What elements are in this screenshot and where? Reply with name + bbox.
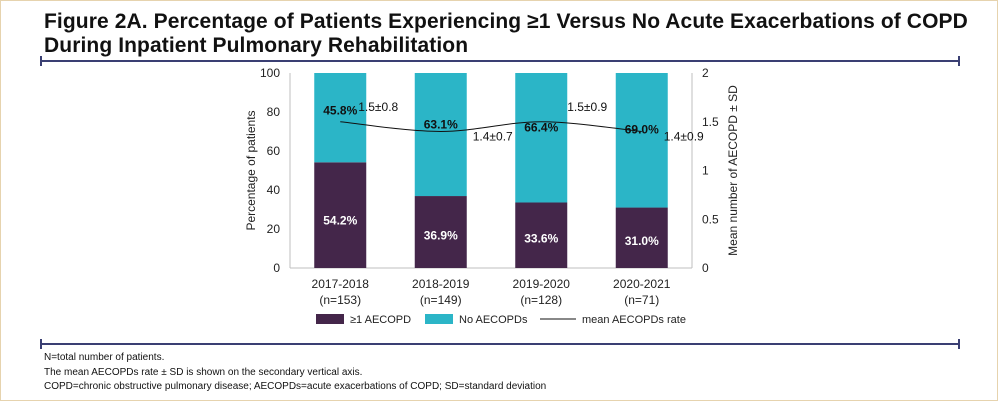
y2-axis-title: Mean number of AECOPD ± SD bbox=[726, 85, 740, 256]
x-tick-label: 2017-2018 bbox=[312, 277, 370, 291]
figure-title-line-1: Figure 2A. Percentage of Patients Experi… bbox=[44, 10, 968, 33]
legend-label-aecopd: ≥1 AECOPD bbox=[350, 314, 411, 326]
bar-aecopd bbox=[515, 202, 568, 268]
line-data-label: 1.5±0.8 bbox=[358, 100, 398, 114]
legend-swatch-no-aecopd bbox=[425, 314, 453, 324]
x-tick-label: 2020-2021 bbox=[613, 277, 671, 291]
bar-no-aecopd bbox=[314, 73, 367, 163]
y-axis-title: Percentage of patients bbox=[244, 110, 258, 230]
y-tick-label: 60 bbox=[267, 144, 281, 158]
x-tick-sublabel: (n=153) bbox=[319, 293, 361, 307]
y2-tick-label: 1.5 bbox=[702, 115, 719, 129]
footnote-1: N=total number of patients. bbox=[44, 352, 165, 363]
bar-data-label: 69.0% bbox=[625, 123, 659, 137]
top-rule bbox=[40, 56, 960, 66]
y-tick-label: 0 bbox=[273, 261, 280, 275]
bar-no-aecopd bbox=[515, 73, 568, 203]
bar-aecopd bbox=[414, 196, 467, 268]
bar-data-label: 66.4% bbox=[524, 120, 558, 134]
y-tick-label: 40 bbox=[267, 183, 281, 197]
y2-tick-label: 0 bbox=[702, 261, 709, 275]
x-tick-sublabel: (n=149) bbox=[420, 293, 462, 307]
line-data-label: 1.5±0.9 bbox=[567, 100, 607, 114]
y2-tick-label: 1 bbox=[702, 164, 709, 178]
bar-data-label: 31.0% bbox=[625, 234, 659, 248]
x-tick-sublabel: (n=128) bbox=[520, 293, 562, 307]
legend-swatch-aecopd bbox=[316, 314, 344, 324]
legend-label-mean-rate: mean AECOPDs rate bbox=[582, 314, 686, 326]
y-tick-label: 20 bbox=[267, 222, 281, 236]
y-tick-label: 80 bbox=[267, 105, 281, 119]
figure-title: Figure 2A. Percentage of Patients Experi… bbox=[44, 10, 984, 58]
bar-data-label: 63.1% bbox=[424, 118, 458, 132]
figure-title-line-2: During Inpatient Pulmonary Rehabilitatio… bbox=[44, 34, 469, 57]
bottom-rule bbox=[40, 339, 960, 349]
line-data-label: 1.4±0.9 bbox=[664, 130, 704, 144]
x-tick-label: 2018-2019 bbox=[412, 277, 470, 291]
footnotes: N=total number of patients. The mean AEC… bbox=[44, 351, 546, 395]
legend-label-no-aecopd: No AECOPDs bbox=[459, 314, 528, 326]
y2-tick-label: 2 bbox=[702, 66, 709, 80]
bar-data-label: 45.8% bbox=[323, 104, 357, 118]
x-tick-label: 2019-2020 bbox=[513, 277, 571, 291]
line-data-label: 1.4±0.7 bbox=[473, 130, 513, 144]
footnote-3: COPD=chronic obstructive pulmonary disea… bbox=[44, 381, 547, 392]
bar-data-label: 33.6% bbox=[524, 232, 558, 246]
bar-no-aecopd bbox=[615, 73, 668, 208]
footnote-2: The mean AECOPDs rate ± SD is shown on t… bbox=[44, 366, 363, 378]
y2-tick-label: 0.5 bbox=[702, 212, 719, 226]
mean-rate-line bbox=[340, 121, 642, 133]
bar-data-label: 36.9% bbox=[424, 229, 458, 243]
bar-aecopd bbox=[615, 207, 668, 268]
bar-data-label: 54.2% bbox=[323, 213, 357, 227]
x-tick-sublabel: (n=71) bbox=[624, 293, 659, 307]
bar-no-aecopd bbox=[414, 73, 467, 197]
y-tick-label: 100 bbox=[260, 66, 280, 80]
bar-aecopd bbox=[314, 162, 367, 268]
